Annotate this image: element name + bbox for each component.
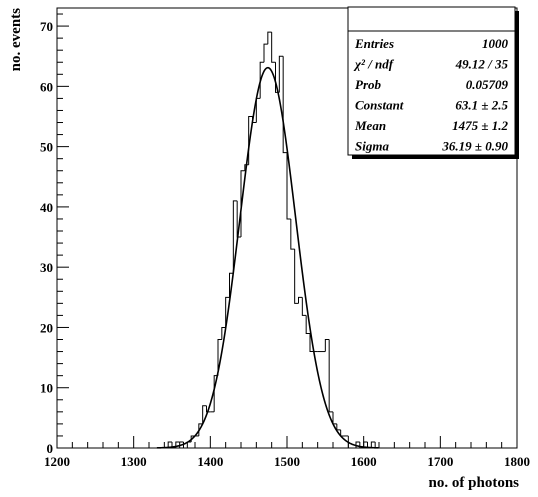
histogram-bin (328, 339, 333, 413)
y-axis-title: no. events (8, 8, 24, 71)
histogram-bin (221, 326, 226, 340)
y-tick-label: 30 (40, 260, 53, 275)
stats-value: 49.12 / 35 (455, 57, 509, 72)
stats-rows: Entries 1000 χ² / ndf 49.12 / 35 Prob 0.05709… (353, 36, 509, 154)
x-tick-label: 1200 (44, 454, 70, 469)
histogram-bin (259, 61, 264, 99)
x-tick-label: 1400 (197, 454, 223, 469)
histogram-bin (370, 441, 376, 448)
stats-value: 1000 (482, 36, 509, 51)
stats-value: 36.19 ± 0.90 (441, 139, 508, 154)
histogram-bin (263, 43, 268, 63)
x-tick-label: 1500 (274, 454, 300, 469)
histogram-bin (217, 339, 222, 376)
histogram-bin (167, 441, 172, 448)
x-axis-title: no. of photons (429, 475, 520, 491)
stats-label: Constant (355, 98, 404, 113)
stats-value: 63.1 ± 2.5 (455, 98, 508, 113)
gaussian-fit-curve (156, 66, 379, 449)
histogram-bin (282, 56, 287, 154)
histogram-bin (232, 200, 238, 274)
stats-box-frame (347, 6, 516, 156)
stats-value: 0.05709 (466, 77, 509, 92)
y-tick-label: 70 (40, 19, 53, 34)
y-tick-label: 50 (40, 140, 53, 155)
histogram-bin (290, 218, 295, 250)
histogram-bin (229, 272, 234, 298)
stats-box: Entries 1000 χ² / ndf 49.12 / 35 Prob 0.05709… (347, 6, 519, 159)
histogram-bin (340, 429, 345, 437)
histogram-bin (332, 411, 337, 425)
stats-label: Sigma (355, 139, 389, 154)
x-tick-label: 1800 (504, 454, 530, 469)
histogram-bin (301, 297, 307, 316)
histogram-bin (294, 249, 299, 304)
histogram-bin (267, 31, 272, 45)
histogram-bin (255, 97, 261, 123)
y-tick-label: 60 (40, 79, 53, 94)
histogram-bin (298, 296, 303, 304)
y-tick-label: 40 (40, 200, 53, 215)
histogram-bin (305, 315, 310, 334)
y-tick-label: 20 (40, 320, 53, 335)
stats-label: χ² / ndf (353, 57, 395, 72)
stats-label: Prob (355, 77, 382, 92)
x-axis: 1200 1300 1400 1500 1600 1700 1800 (44, 436, 530, 469)
histogram-bin (202, 405, 207, 424)
histogram-bin (206, 405, 211, 413)
y-tick-label: 10 (40, 381, 53, 396)
x-tick-label: 1600 (351, 454, 377, 469)
y-axis: 0 10 20 30 40 50 60 70 (40, 13, 69, 456)
x-tick-label: 1700 (427, 454, 453, 469)
histogram-bin (225, 296, 230, 328)
stats-label: Entries (354, 36, 394, 51)
histogram-bin (324, 339, 330, 352)
y-tick-label: 0 (47, 441, 54, 456)
histogram-bin (309, 333, 314, 353)
histogram-bin (271, 32, 276, 63)
histogram-bin (244, 164, 249, 171)
stats-value: 1475 ± 1.2 (452, 118, 508, 133)
stats-label: Mean (354, 118, 386, 133)
histogram-bin (286, 152, 291, 220)
histogram-bin (336, 423, 341, 431)
histogram-bin (278, 55, 284, 93)
x-tick-label: 1300 (121, 454, 147, 469)
histogram-series (167, 31, 376, 449)
